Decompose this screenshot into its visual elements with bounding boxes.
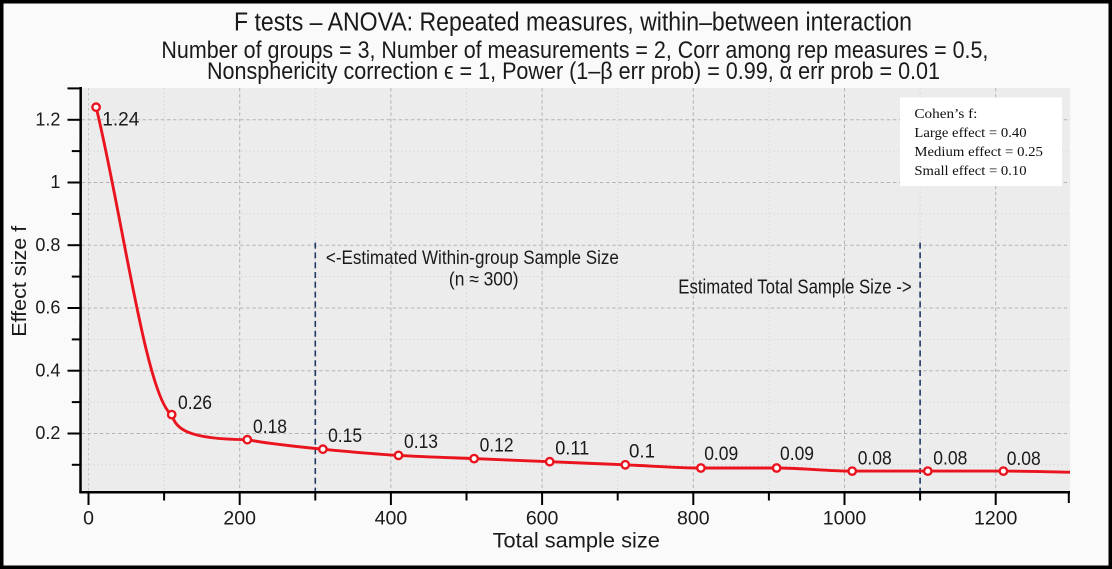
svg-text:0.2: 0.2 [35,423,60,443]
svg-text:0.13: 0.13 [404,432,438,453]
svg-text:0.08: 0.08 [858,448,892,469]
svg-text:0.15: 0.15 [328,426,362,447]
svg-text:Effect size f: Effect size f [8,225,31,336]
svg-text:Estimated Total Sample Size ->: Estimated Total Sample Size -> [678,276,911,298]
svg-text:1.2: 1.2 [35,110,60,130]
svg-text:0.18: 0.18 [253,417,287,438]
svg-text:0.12: 0.12 [480,435,514,456]
svg-text:0.6: 0.6 [35,298,60,318]
svg-text:0.4: 0.4 [35,360,60,380]
svg-text:Small effect = 0.10: Small effect = 0.10 [914,163,1026,178]
svg-text:0.08: 0.08 [933,448,967,469]
svg-text:Number of groups = 3, Number o: Number of groups = 3, Number of measurem… [161,37,988,64]
svg-text:1: 1 [50,172,60,192]
svg-text:0.26: 0.26 [178,393,212,414]
svg-text:Large effect = 0.40: Large effect = 0.40 [914,125,1026,140]
svg-text:Medium effect = 0.25: Medium effect = 0.25 [914,144,1043,159]
svg-text:Cohen’s f:: Cohen’s f: [914,106,977,121]
svg-text:(n ≈ 300): (n ≈ 300) [449,268,519,290]
svg-text:1200: 1200 [974,508,1018,530]
svg-text:0.08: 0.08 [1007,449,1041,470]
svg-text:F tests – ANOVA: Repeated meas: F tests – ANOVA: Repeated measures, with… [234,9,912,37]
svg-text:0: 0 [83,508,94,530]
svg-text:0.8: 0.8 [35,235,60,255]
svg-text:0.09: 0.09 [704,444,738,465]
svg-text:0.1: 0.1 [629,442,655,463]
svg-text:0.11: 0.11 [555,439,589,460]
svg-text:Nonsphericity correction ϵ = 1: Nonsphericity correction ϵ = 1, Power (1… [207,58,940,85]
svg-text:800: 800 [677,508,710,530]
svg-text:<-Estimated Within-group Sampl: <-Estimated Within-group Sample Size [326,247,619,269]
svg-text:Total sample size: Total sample size [493,529,660,552]
svg-text:0.09: 0.09 [780,444,814,465]
svg-text:400: 400 [375,508,408,530]
svg-text:1.24: 1.24 [102,109,139,130]
svg-text:1000: 1000 [823,508,867,530]
svg-text:200: 200 [223,508,256,530]
svg-text:600: 600 [526,508,559,530]
